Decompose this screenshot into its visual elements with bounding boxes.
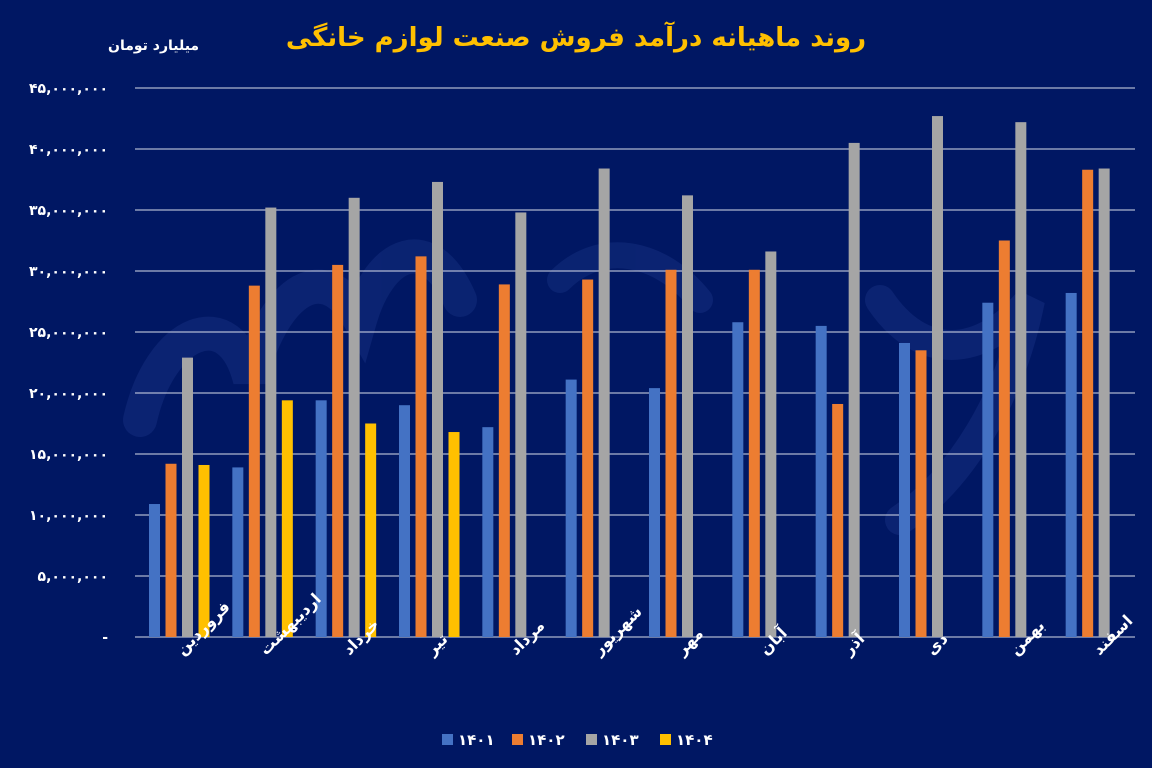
bar-2 <box>582 279 594 637</box>
bar-3 <box>1098 168 1110 637</box>
bar-1 <box>315 400 327 637</box>
bar-2 <box>248 285 260 637</box>
bar-3 <box>182 357 193 637</box>
bar-3 <box>265 207 277 637</box>
bar-3 <box>932 116 943 637</box>
bar-4 <box>365 423 377 637</box>
bar-2 <box>998 240 1010 637</box>
bar-2 <box>915 350 927 637</box>
bar-1 <box>982 302 994 637</box>
legend-swatch-1 <box>442 734 453 745</box>
y-tick-label: ۳۰,۰۰۰,۰۰۰ <box>29 264 108 280</box>
x-tick-label: اسفند <box>1089 611 1137 659</box>
bar-3 <box>348 197 360 638</box>
y-tick-label: ۴۵,۰۰۰,۰۰۰ <box>29 81 108 97</box>
x-tick-label: دی <box>922 629 952 659</box>
bar-1 <box>482 427 494 637</box>
chart-title: روند ماهیانه درآمد فروش صنعت لوازم خانگی <box>286 21 866 53</box>
bar-1 <box>149 504 160 637</box>
legend-label-3: ۱۴۰۳ <box>602 731 639 749</box>
bar-1 <box>1065 292 1077 637</box>
bar-2 <box>832 403 844 637</box>
bar-3 <box>598 168 610 637</box>
bar-2 <box>748 269 760 637</box>
bar-2 <box>165 463 177 637</box>
bar-1 <box>649 388 660 637</box>
x-tick-label: شهریور <box>588 602 646 660</box>
y-tick-label: ۴۰,۰۰۰,۰۰۰ <box>29 142 108 158</box>
bar-4 <box>198 464 210 637</box>
x-tick-label: مهر <box>671 624 707 660</box>
bar-1 <box>732 322 744 637</box>
legend-label-1: ۱۴۰۱ <box>458 731 495 749</box>
bar-2 <box>498 284 510 637</box>
bar-3 <box>682 195 693 638</box>
legend-swatch-4 <box>660 734 671 745</box>
y-tick-label: ۲۵,۰۰۰,۰۰۰ <box>29 325 108 341</box>
bar-3 <box>1015 122 1027 637</box>
bar-1 <box>815 325 827 637</box>
y-tick-label: ۱۵,۰۰۰,۰۰۰ <box>29 447 108 463</box>
bar-2 <box>332 264 344 637</box>
bar-2 <box>1082 169 1094 638</box>
legend-label-2: ۱۴۰۲ <box>528 731 565 749</box>
legend-swatch-3 <box>586 734 597 745</box>
bar-1 <box>399 405 410 637</box>
y-tick-label: ۲۰,۰۰۰,۰۰۰ <box>29 386 108 402</box>
y-tick-label: - <box>102 630 108 646</box>
bar-4 <box>281 400 293 637</box>
y-tick-label: ۵,۰۰۰,۰۰۰ <box>38 569 108 585</box>
bar-3 <box>515 212 527 637</box>
y-tick-label: ۳۵,۰۰۰,۰۰۰ <box>29 203 108 219</box>
bar-2 <box>665 269 677 637</box>
bar-2 <box>415 256 427 637</box>
x-tick-label: آبان <box>755 622 792 659</box>
y-axis-unit-label: میلیارد تومان <box>108 38 199 54</box>
bar-3 <box>848 142 860 637</box>
bar-1 <box>899 342 910 637</box>
bar-4 <box>448 432 460 637</box>
y-tick-label: ۱۰,۰۰۰,۰۰۰ <box>29 508 108 524</box>
bar-3 <box>432 181 443 637</box>
bar-1 <box>565 379 577 637</box>
bar-1 <box>232 467 244 637</box>
legend-swatch-2 <box>512 734 523 745</box>
legend-label-4: ۱۴۰۴ <box>676 731 713 749</box>
bar-3 <box>765 251 777 638</box>
